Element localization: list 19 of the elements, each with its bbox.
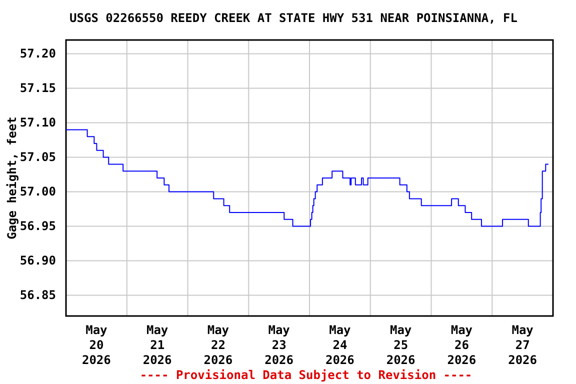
y-tick-label: 57.20 [20, 46, 56, 61]
text: ---- Provisional Data Subject to Revision ---- [140, 368, 472, 382]
y-tick-label: 56.95 [20, 219, 56, 234]
y-axis-title: Gage height, feet [5, 116, 19, 240]
x-tick-label: May 23 2026 [264, 323, 294, 367]
y-tick-label: 57.05 [20, 150, 56, 164]
y-tick-label: 57.15 [20, 81, 56, 96]
x-tick-label: May 26 2026 [447, 323, 476, 367]
y-tick-label: 57.10 [20, 116, 56, 130]
x-tick-label: May 25 2026 [386, 323, 416, 367]
x-tick-label: May 27 2026 [508, 323, 538, 367]
x-tick-label: May 20 2026 [82, 323, 111, 367]
x-tick-label: May 24 2026 [325, 323, 354, 367]
y-tick-label: 56.90 [20, 254, 56, 268]
chart-title: USGS 02266550 REEDY CREEK AT STATE HWY 531 NEAR POINSIANNA, FL [70, 11, 518, 25]
x-tick-label: May 21 2026 [142, 323, 172, 367]
y-tick-label: 57.00 [20, 184, 56, 199]
y-tick-label: 56.85 [20, 288, 56, 302]
x-tick-label: May 22 2026 [204, 323, 233, 367]
